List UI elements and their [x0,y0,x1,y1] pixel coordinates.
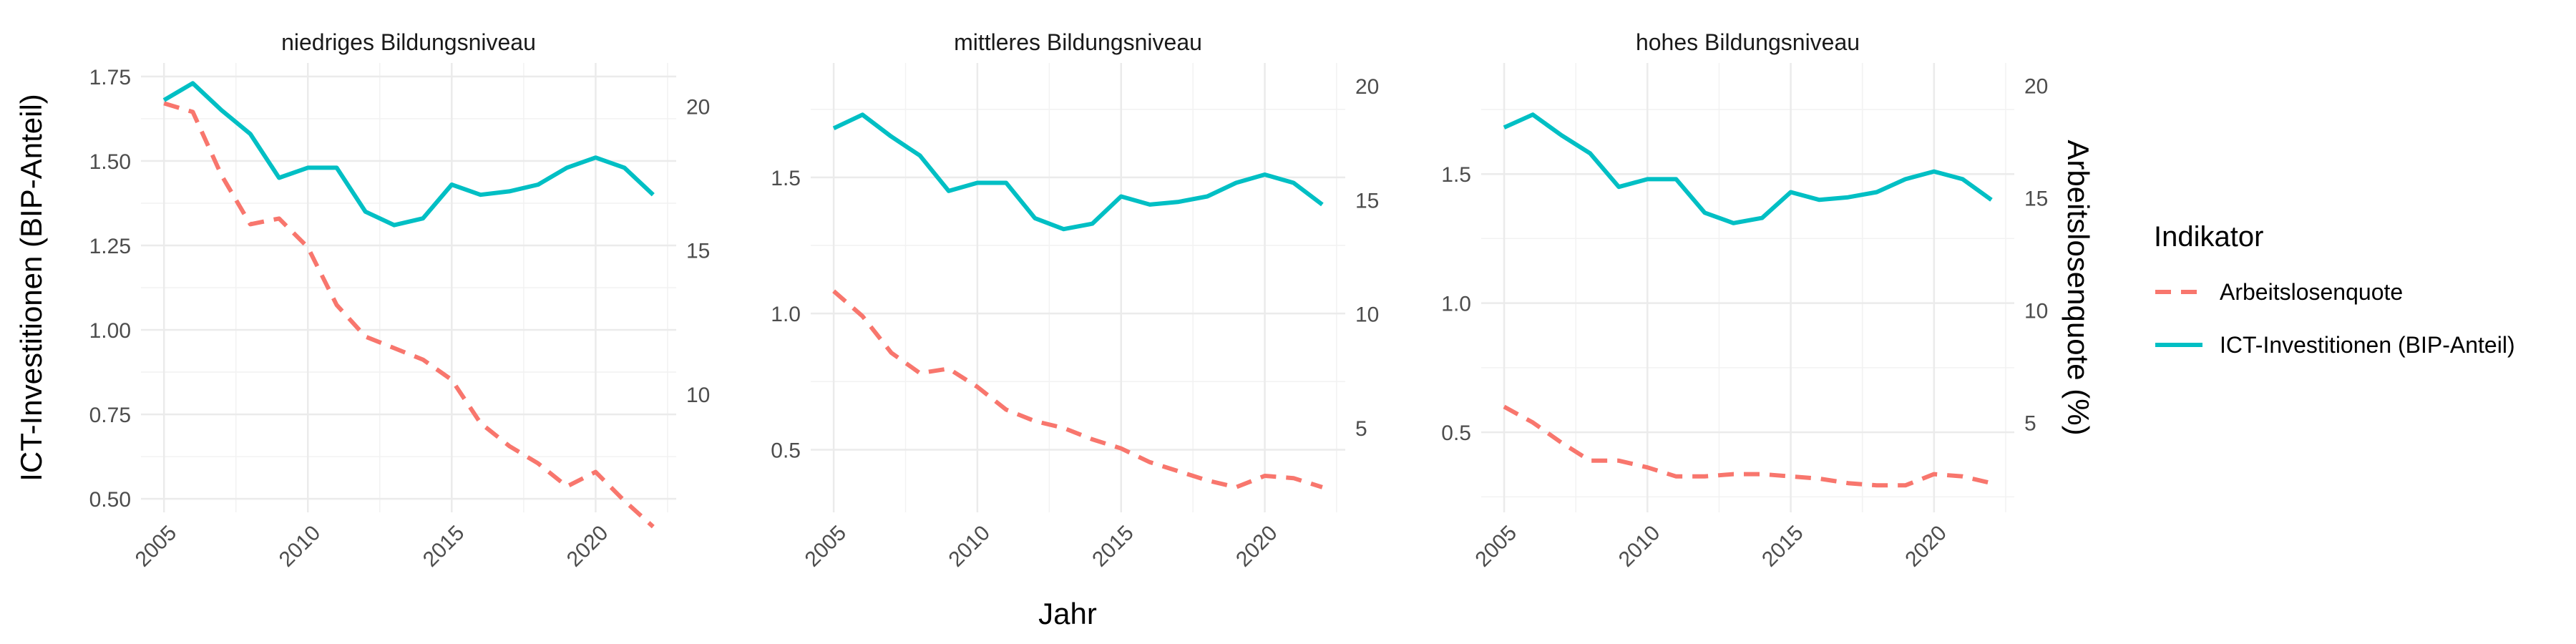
y-tick-label: 1.5 [1441,163,1471,187]
y2-tick-label: 15 [2024,187,2048,210]
legend-label: ICT-Investitionen (BIP-Anteil) [2220,332,2515,358]
x-tick-label: 2005 [1471,521,1522,572]
y2-tick-label: 10 [1355,303,1379,327]
x-tick-label: 2005 [131,521,182,572]
y-tick-label: 1.00 [89,319,131,343]
facet-title: hohes Bildungsniveau [1636,29,1860,55]
legend-label: Arbeitslosenquote [2220,279,2403,305]
y-tick-label: 1.5 [771,167,801,190]
facet-title: niedriges Bildungsniveau [281,29,536,55]
x-tick-label: 2020 [1901,521,1951,572]
y-tick-label: 1.25 [89,235,131,258]
x-tick-label: 2010 [944,521,995,572]
y2-tick-label: 15 [686,240,710,263]
y-tick-label: 0.5 [1441,421,1471,445]
facet-panel-2: mittleres Bildungsniveau 0.5 1.0 1.5 5 10 15 20… [771,29,1379,572]
series-line-ict-investitionen [162,81,655,228]
x-tick-label: 2015 [1088,521,1138,572]
y2-tick-label: 5 [1355,417,1367,441]
y-tick-label: 1.0 [771,303,801,326]
y2-tick-label: 20 [686,95,710,119]
y-tick-label: 0.50 [89,488,131,512]
series-line-arbeitslosenquote [163,101,655,529]
facet-panel-3: hohes Bildungsniveau 0.5 1.0 1.5 5 10 15 20 2005… [1441,29,2048,572]
y2-tick-label: 5 [2024,411,2036,435]
x-tick-label: 2010 [1614,521,1665,572]
y-tick-label: 0.5 [771,439,801,462]
y-tick-label: 1.50 [89,150,131,174]
y2-tick-label: 10 [2024,299,2048,323]
series-line-arbeitslosenquote [832,289,1323,489]
x-tick-label: 2015 [419,521,469,572]
facet-panel-1: niedriges Bildungsniveau 0.50 0.75 1.00 1.25… [89,29,711,572]
y-tick-label: 1.0 [1441,293,1471,316]
y2-axis-title: Arbeitslosenquote (%) [2062,140,2095,435]
legend: Indikator Arbeitslosenquote ICT-Investitio… [2154,221,2515,358]
facet-title: mittleres Bildungsniveau [954,29,1202,55]
series-line-ict-investitionen [832,112,1324,232]
x-tick-label: 2020 [1231,521,1282,572]
x-axis-title: Jahr [1038,597,1097,630]
y2-tick-label: 10 [686,384,710,407]
y2-tick-label: 15 [1355,189,1379,213]
x-tick-label: 2005 [801,521,852,572]
series-line-arbeitslosenquote [1503,404,1992,488]
legend-title: Indikator [2154,221,2263,253]
y-tick-label: 1.75 [89,66,131,89]
x-tick-label: 2015 [1757,521,1808,572]
y2-tick-label: 20 [2024,74,2048,98]
x-tick-label: 2010 [275,521,326,572]
series-line-ict-investitionen [1503,112,1993,225]
y2-tick-label: 20 [1355,75,1379,99]
y-axis-title: ICT-Investitionen (BIP-Anteil) [14,94,48,482]
x-tick-label: 2020 [562,521,613,572]
y-tick-label: 0.75 [89,404,131,427]
